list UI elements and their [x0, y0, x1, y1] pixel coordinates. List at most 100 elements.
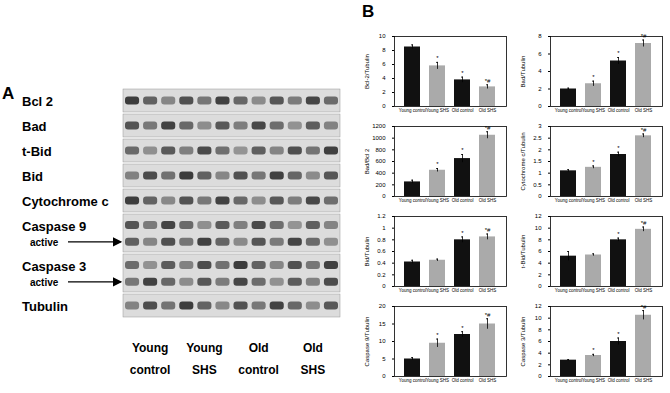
svg-text:0: 0	[538, 193, 542, 199]
svg-text:*: *	[461, 147, 464, 153]
svg-text:0: 0	[382, 193, 386, 199]
svg-text:0: 0	[538, 373, 542, 379]
svg-text:400: 400	[375, 170, 386, 176]
svg-text:1.2: 1.2	[377, 213, 386, 219]
svg-text:Young control: Young control	[555, 108, 582, 113]
svg-text:12: 12	[535, 303, 542, 309]
svg-text:Caspase 3/Tubulin: Caspase 3/Tubulin	[520, 317, 526, 367]
svg-text:Young control: Young control	[555, 378, 582, 383]
svg-text:Bid: Bid	[22, 169, 43, 184]
svg-text:*: *	[592, 159, 595, 165]
svg-text:5: 5	[382, 356, 386, 362]
svg-text:Young SHS: Young SHS	[426, 288, 449, 293]
svg-text:1.5: 1.5	[533, 158, 542, 164]
svg-text:Bcl 2: Bcl 2	[22, 94, 53, 109]
svg-text:Caspase 9/Tubulin: Caspase 9/Tubulin	[364, 317, 370, 367]
svg-text:Old SHS: Old SHS	[635, 378, 653, 383]
svg-text:*#: *#	[641, 127, 647, 133]
svg-text:15: 15	[379, 321, 386, 327]
svg-text:2: 2	[538, 362, 542, 368]
svg-text:*#: *#	[485, 125, 491, 131]
svg-text:Old: Old	[249, 341, 269, 355]
svg-text:1: 1	[538, 170, 542, 176]
svg-text:800: 800	[375, 147, 386, 153]
svg-text:1200: 1200	[372, 123, 386, 129]
svg-text:Young SHS: Young SHS	[426, 108, 449, 113]
svg-text:*: *	[461, 325, 464, 331]
svg-text:*#: *#	[641, 33, 647, 39]
svg-text:6: 6	[538, 248, 542, 254]
svg-text:*: *	[617, 145, 620, 151]
svg-text:Young: Young	[132, 341, 168, 355]
svg-text:Old SHS: Old SHS	[479, 288, 497, 293]
svg-text:Young SHS: Young SHS	[582, 108, 605, 113]
svg-text:0.2: 0.2	[377, 272, 386, 278]
svg-text:Bad/Bcl 2: Bad/Bcl 2	[364, 148, 370, 174]
svg-text:SHS: SHS	[301, 363, 326, 377]
svg-text:Old SHS: Old SHS	[479, 378, 497, 383]
svg-text:0: 0	[538, 283, 542, 289]
svg-text:Bad/Tubulin: Bad/Tubulin	[520, 56, 526, 88]
svg-text:6: 6	[382, 61, 386, 67]
svg-text:active: active	[30, 277, 59, 288]
svg-text:10: 10	[535, 315, 542, 321]
svg-text:Bad: Bad	[22, 119, 47, 134]
svg-text:*: *	[461, 70, 464, 76]
svg-text:Young: Young	[186, 341, 222, 355]
svg-text:4: 4	[382, 75, 386, 81]
svg-text:Young SHS: Young SHS	[426, 198, 449, 203]
svg-text:0.4: 0.4	[377, 260, 386, 266]
svg-text:3: 3	[538, 123, 542, 129]
svg-text:Young control: Young control	[399, 108, 426, 113]
svg-text:*: *	[592, 347, 595, 353]
svg-text:Young SHS: Young SHS	[582, 288, 605, 293]
svg-text:2: 2	[538, 86, 542, 92]
svg-text:Bcl-2/Tubulin: Bcl-2/Tubulin	[364, 54, 370, 89]
svg-text:*: *	[617, 50, 620, 56]
svg-text:2: 2	[538, 147, 542, 153]
svg-text:Young SHS: Young SHS	[582, 378, 605, 383]
svg-text:control: control	[130, 363, 171, 377]
svg-text:*: *	[461, 230, 464, 236]
svg-text:10: 10	[535, 225, 542, 231]
svg-text:600: 600	[375, 158, 386, 164]
svg-text:Young control: Young control	[399, 198, 426, 203]
svg-text:Old: Old	[303, 341, 323, 355]
svg-text:*: *	[436, 55, 439, 61]
svg-text:*#: *#	[641, 220, 647, 226]
svg-text:4: 4	[538, 350, 542, 356]
svg-text:2: 2	[538, 272, 542, 278]
svg-text:Bid/Tubulin: Bid/Tubulin	[364, 237, 370, 267]
svg-text:Cytochrome c: Cytochrome c	[22, 194, 109, 209]
svg-text:SHS: SHS	[192, 363, 217, 377]
svg-text:0: 0	[382, 283, 386, 289]
svg-text:Old SHS: Old SHS	[479, 198, 497, 203]
svg-text:*: *	[617, 231, 620, 237]
svg-text:*#: *#	[485, 78, 491, 84]
svg-text:Young control: Young control	[555, 198, 582, 203]
svg-text:12: 12	[535, 213, 542, 219]
svg-text:4: 4	[538, 260, 542, 266]
svg-text:Old control: Old control	[452, 288, 474, 293]
svg-text:Young control: Young control	[399, 288, 426, 293]
svg-text:0.8: 0.8	[377, 237, 386, 243]
svg-text:*: *	[436, 161, 439, 167]
svg-text:8: 8	[538, 237, 542, 243]
svg-text:0.5: 0.5	[533, 182, 542, 188]
svg-text:Old control: Old control	[608, 378, 630, 383]
svg-text:200: 200	[375, 182, 386, 188]
svg-text:Young SHS: Young SHS	[426, 378, 449, 383]
svg-text:10: 10	[379, 338, 386, 344]
svg-text:Young SHS: Young SHS	[582, 198, 605, 203]
svg-text:1000: 1000	[372, 135, 386, 141]
svg-text:8: 8	[538, 327, 542, 333]
svg-text:Caspase 3: Caspase 3	[22, 259, 86, 274]
svg-text:t-Bid: t-Bid	[22, 144, 52, 159]
svg-text:6: 6	[538, 51, 542, 57]
svg-text:*: *	[436, 332, 439, 338]
svg-text:t-Bid/Tubulin: t-Bid/Tubulin	[520, 235, 526, 268]
svg-text:*#: *#	[485, 312, 491, 318]
svg-text:0: 0	[382, 103, 386, 109]
svg-text:Old SHS: Old SHS	[635, 108, 653, 113]
svg-text:control: control	[238, 363, 279, 377]
